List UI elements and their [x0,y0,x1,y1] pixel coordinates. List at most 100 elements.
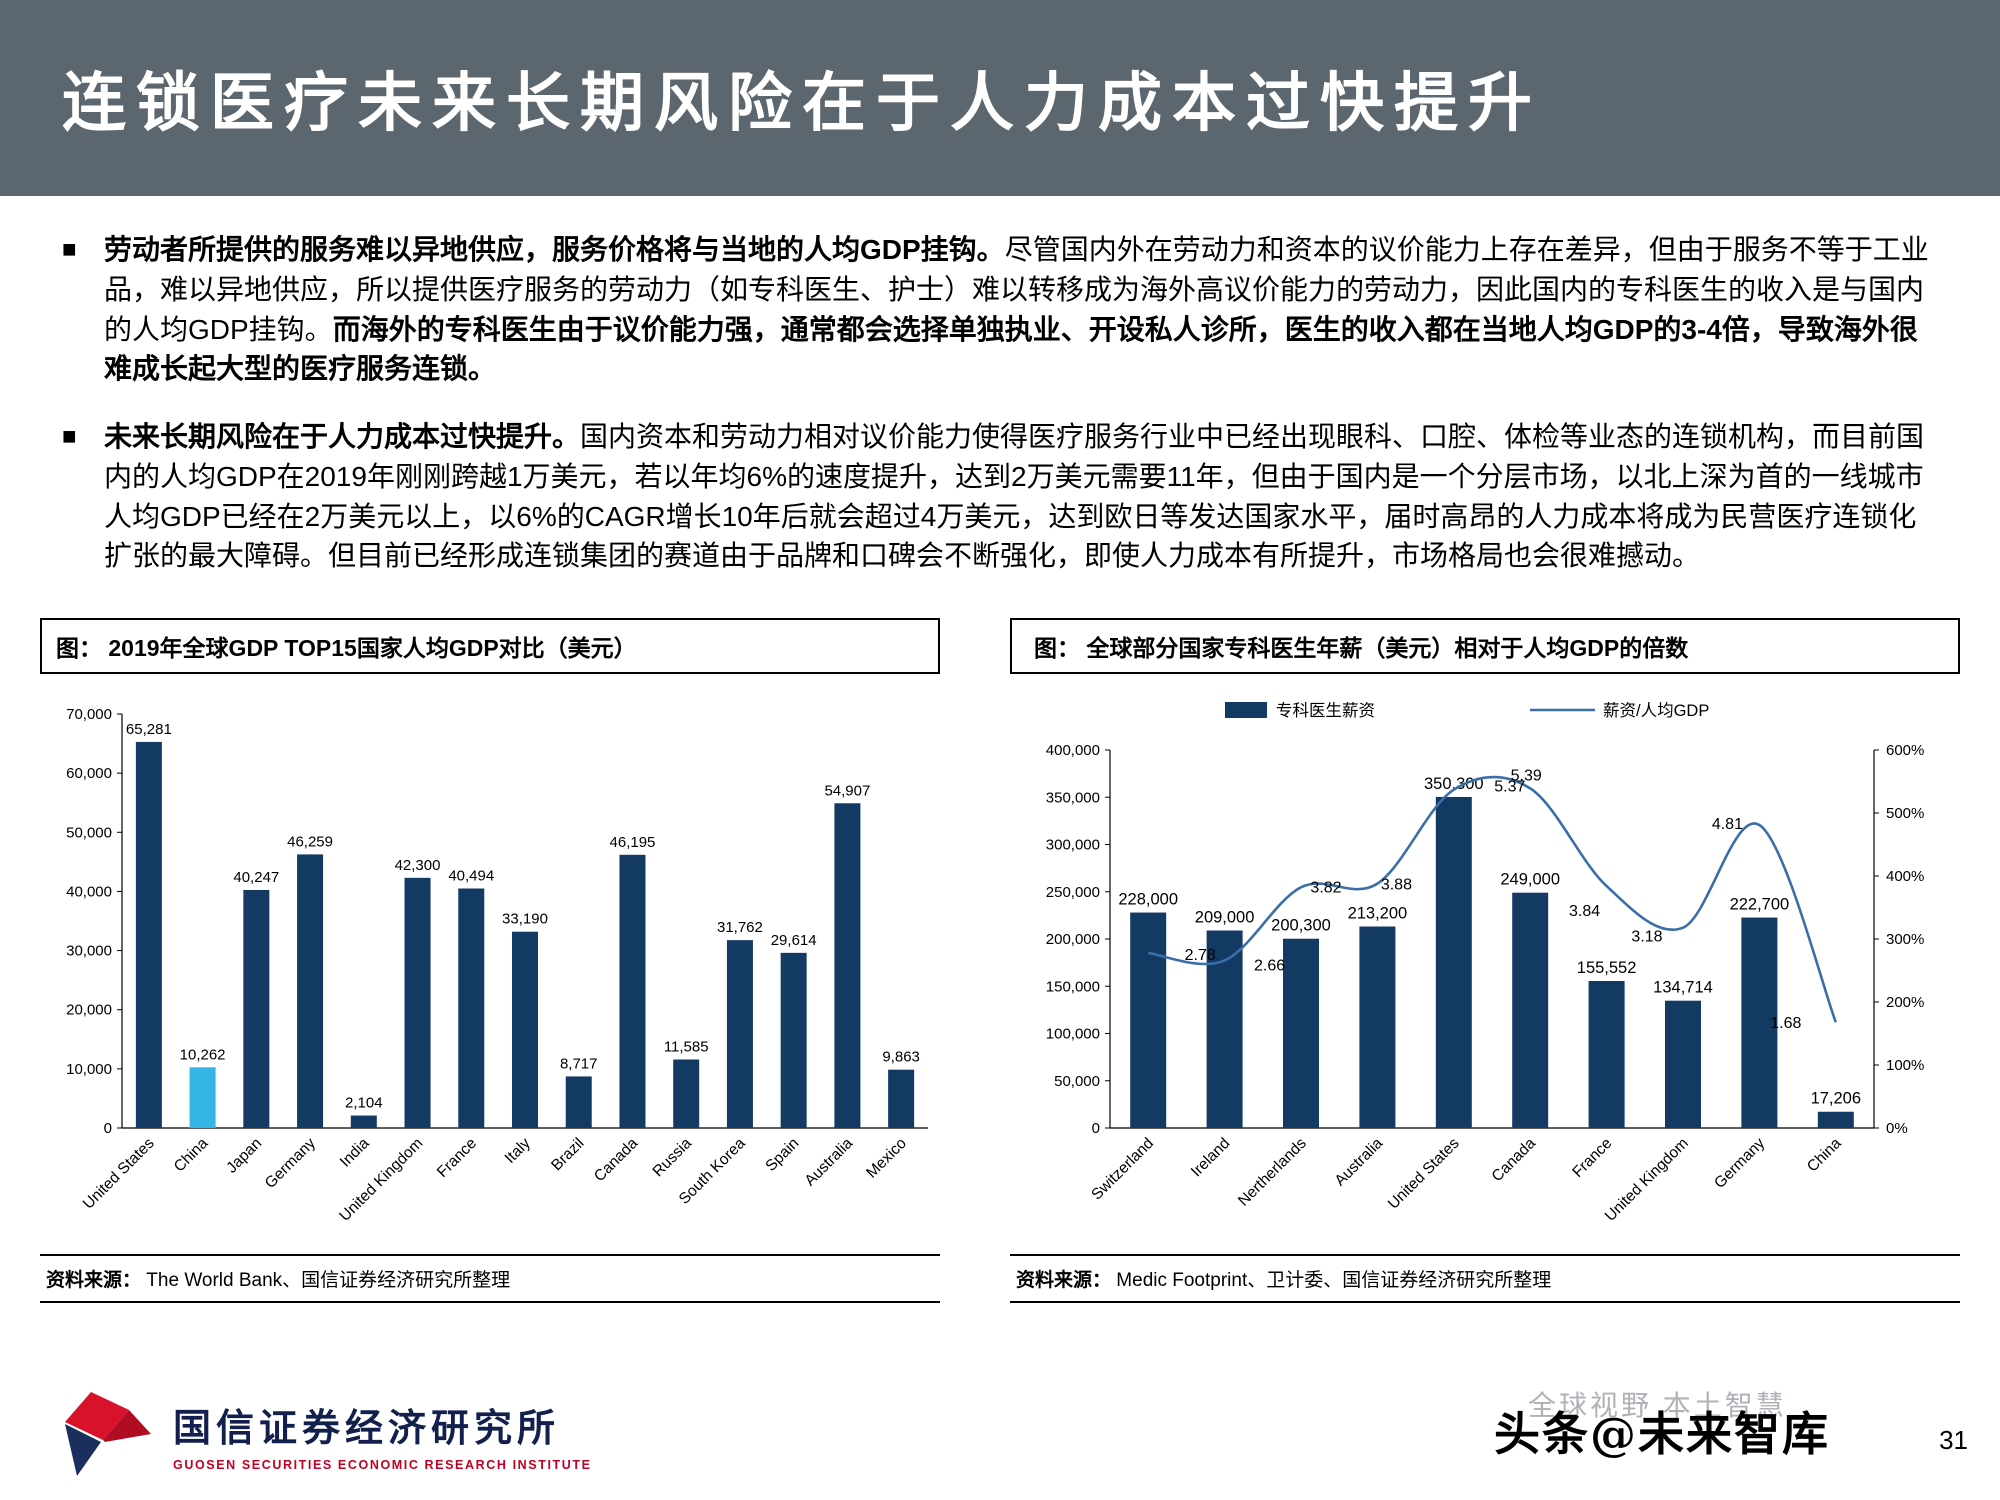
svg-text:Nertherlands: Nertherlands [1235,1135,1310,1210]
svg-text:150,000: 150,000 [1046,978,1100,995]
org-text: 国信证券经济研究所 GUOSEN SECURITIES ECONOMIC RES… [173,1397,592,1472]
svg-text:Germany: Germany [262,1135,319,1192]
svg-text:United States: United States [1385,1135,1463,1213]
org-name-cn: 国信证券经济研究所 [173,1407,561,1450]
svg-text:United Kingdom: United Kingdom [1602,1135,1692,1225]
charts-section: 图： 2019年全球GDP TOP15国家人均GDP对比（美元） 0 10,000… [0,604,2000,1303]
slide-header: 连锁医疗未来长期风险在于人力成本过快提升 [0,0,2000,196]
svg-text:50,000: 50,000 [1054,1073,1100,1090]
logo-block: 国信证券经济研究所 GUOSEN SECURITIES ECONOMIC RES… [55,1390,592,1478]
source-row: 资料来源： The World Bank、国信证券经济研究所整理 [40,1254,940,1303]
svg-text:5.39: 5.39 [1511,767,1542,784]
svg-text:200%: 200% [1886,994,1924,1011]
page-number: 31 [1939,1425,1968,1455]
bullet-marker-icon: ■ [62,236,77,263]
svg-text:Ireland: Ireland [1188,1135,1234,1181]
svg-text:222,700: 222,700 [1730,896,1790,914]
svg-text:60,000: 60,000 [66,765,112,782]
svg-text:500%: 500% [1886,805,1924,822]
svg-text:0: 0 [104,1120,112,1137]
svg-text:China: China [171,1135,212,1176]
svg-text:350,300: 350,300 [1424,775,1484,793]
svg-text:100%: 100% [1886,1057,1924,1074]
source-label: 资料来源： [1016,1270,1112,1291]
svg-text:United States: United States [80,1135,158,1213]
svg-text:11,585: 11,585 [664,1038,709,1055]
svg-text:Australia: Australia [802,1135,857,1190]
svg-text:0%: 0% [1886,1120,1908,1137]
svg-text:200,300: 200,300 [1271,917,1331,935]
gdp-bar-chart: 0 10,000 20,000 30,000 40,000 50,000 60,000 70,… [66,706,928,1225]
source-text: The World Bank、国信证券经济研究所整理 [141,1270,511,1291]
svg-text:Brazil: Brazil [548,1135,587,1174]
svg-text:Germany: Germany [1711,1135,1768,1192]
svg-text:Russia: Russia [649,1135,695,1181]
svg-text:54,907: 54,907 [824,782,870,799]
chart-title-gdp: 图： 2019年全球GDP TOP15国家人均GDP对比（美元） [40,618,940,674]
svg-text:228,000: 228,000 [1118,891,1178,909]
svg-text:专科医生薪资: 专科医生薪资 [1276,701,1375,720]
svg-text:42,300: 42,300 [395,857,441,874]
svg-text:2.78: 2.78 [1185,947,1216,964]
svg-text:65,281: 65,281 [126,721,172,738]
slide-footer: 国信证券经济研究所 GUOSEN SECURITIES ECONOMIC RES… [0,1370,2000,1500]
svg-text:India: India [337,1135,373,1171]
svg-text:134,714: 134,714 [1653,979,1713,997]
svg-text:300%: 300% [1886,931,1924,948]
svg-text:2.66: 2.66 [1254,957,1285,974]
svg-text:400%: 400% [1886,868,1924,885]
source-label: 资料来源： [46,1270,142,1291]
svg-text:46,195: 46,195 [610,834,656,851]
svg-text:3.18: 3.18 [1631,929,1662,946]
svg-text:10,000: 10,000 [66,1061,112,1078]
svg-text:Australia: Australia [1332,1135,1387,1190]
svg-text:213,200: 213,200 [1348,905,1408,923]
watermark-slogan: 全球视野 本土智慧 [1528,1390,1787,1421]
svg-text:209,000: 209,000 [1195,908,1255,926]
bullet-text: 未来长期风险在于人力成本过快提升。国内资本和劳动力相对议价能力使得医疗服务行业中… [104,421,1925,572]
svg-text:Italy: Italy [502,1135,534,1167]
svg-text:30,000: 30,000 [66,943,112,960]
svg-text:200,000: 200,000 [1046,931,1100,948]
svg-text:3.88: 3.88 [1381,877,1412,894]
svg-text:3.82: 3.82 [1310,879,1341,896]
svg-text:249,000: 249,000 [1500,871,1560,889]
watermark-main: 头条@未来智库 [1494,1407,1830,1461]
chart-panel-gdp: 图： 2019年全球GDP TOP15国家人均GDP对比（美元） 0 10,000… [40,618,940,1303]
svg-text:Canada: Canada [591,1135,642,1186]
svg-text:China: China [1804,1135,1845,1176]
svg-text:31,762: 31,762 [717,919,763,936]
svg-text:20,000: 20,000 [66,1002,112,1019]
org-name-en: GUOSEN SECURITIES ECONOMIC RESEARCH INST… [173,1457,592,1472]
svg-text:Mexico: Mexico [863,1135,910,1182]
svg-text:40,247: 40,247 [233,869,279,886]
svg-text:29,614: 29,614 [771,932,817,949]
svg-text:100,000: 100,000 [1046,1026,1100,1043]
svg-text:9,863: 9,863 [882,1049,920,1066]
bullet-paragraph: ■ 劳动者所提供的服务难以异地供应，服务价格将与当地的人均GDP挂钩。尽管国内外… [58,230,1942,389]
svg-text:5.37: 5.37 [1494,779,1525,796]
svg-text:40,494: 40,494 [448,868,494,885]
svg-text:250,000: 250,000 [1046,884,1100,901]
svg-text:350,000: 350,000 [1046,789,1100,806]
svg-text:1.68: 1.68 [1770,1015,1801,1032]
svg-text:Spain: Spain [762,1135,802,1175]
bullet-marker-icon: ■ [62,423,77,450]
svg-text:17,206: 17,206 [1811,1090,1861,1108]
svg-text:8,717: 8,717 [560,1055,598,1072]
bullet-text: 劳动者所提供的服务难以异地供应，服务价格将与当地的人均GDP挂钩。尽管国内外在劳… [104,234,1929,385]
svg-text:3.84: 3.84 [1569,903,1600,920]
svg-text:300,000: 300,000 [1046,837,1100,854]
svg-text:600%: 600% [1886,742,1924,759]
svg-text:46,259: 46,259 [287,833,333,850]
bullet-paragraph: ■ 未来长期风险在于人力成本过快提升。国内资本和劳动力相对议价能力使得医疗服务行… [58,417,1942,576]
svg-text:France: France [434,1135,480,1181]
watermark: 全球视野 本土智慧 头条@未来智库 [1494,1390,1830,1464]
salary-combo-chart: 0 50,000 100,000 150,000 200,000 250,000 300,0… [1046,701,1925,1225]
svg-text:155,552: 155,552 [1577,959,1637,977]
source-text: Medic Footprint、卫计委、国信证券经济研究所整理 [1111,1270,1552,1291]
chart-title-salary: 图： 全球部分国家专科医生年薪（美元）相对于人均GDP的倍数 [1010,618,1960,674]
svg-text:4.81: 4.81 [1712,816,1743,833]
chart-panel-salary: 图： 全球部分国家专科医生年薪（美元）相对于人均GDP的倍数 0 50,000 10… [1010,618,1960,1303]
